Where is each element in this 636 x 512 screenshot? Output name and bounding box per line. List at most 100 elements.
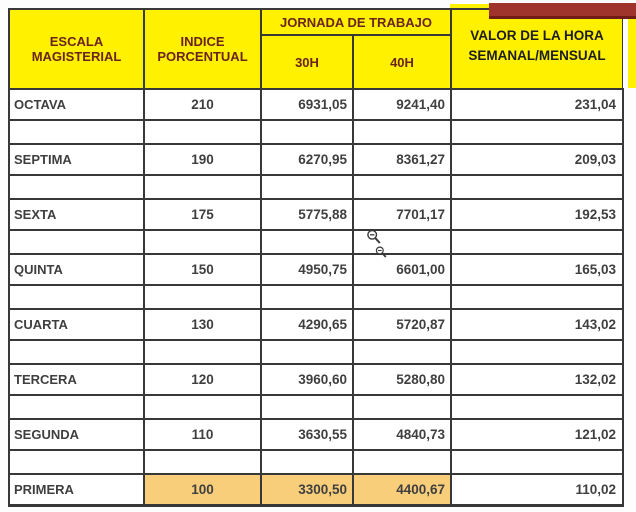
- cell-escala: SEGUNDA: [8, 418, 145, 451]
- cell-escala: CUARTA: [8, 308, 145, 341]
- empty-cell: [450, 119, 624, 145]
- cell-30h: 5775,88: [260, 198, 354, 231]
- zoom-out-cursor-icon: [375, 246, 387, 258]
- empty-cell: [260, 119, 354, 145]
- empty-cell: [450, 174, 624, 200]
- empty-cell: [352, 339, 452, 365]
- empty-cell: [8, 119, 145, 145]
- empty-cell: [143, 284, 262, 310]
- empty-cell: [8, 339, 145, 365]
- cell-valor: 132,02: [450, 363, 624, 396]
- empty-cell: [352, 394, 452, 420]
- empty-cell: [352, 449, 452, 475]
- empty-cell: [352, 284, 452, 310]
- spacer-row: [8, 339, 624, 365]
- header-valor-line2: SEMANAL/MENSUAL: [468, 48, 606, 64]
- cell-indice-highlighted: 100: [143, 473, 262, 506]
- cell-30h: 3630,55: [260, 418, 354, 451]
- cell-valor: 143,02: [450, 308, 624, 341]
- header-40h: 40H: [352, 34, 452, 90]
- cell-indice: 175: [143, 198, 262, 231]
- cell-escala: OCTAVA: [8, 88, 145, 121]
- header-indice-porcentual: INDICE PORCENTUAL: [143, 8, 262, 90]
- header-30h: 30H: [260, 34, 354, 90]
- empty-cell: [143, 174, 262, 200]
- cell-valor: 110,02: [450, 473, 624, 506]
- spacer-row: [8, 284, 624, 310]
- cell-indice: 190: [143, 143, 262, 176]
- empty-cell: [352, 119, 452, 145]
- cell-40h: 9241,40: [352, 88, 452, 121]
- empty-cell: [260, 174, 354, 200]
- cell-40h-highlighted: 4400,67: [352, 473, 452, 506]
- cell-30h: 4950,75: [260, 253, 354, 286]
- spacer-row: [8, 229, 624, 255]
- empty-cell: [450, 229, 624, 255]
- table-row-cuarta: CUARTA 130 4290,65 5720,87 143,02: [8, 308, 624, 341]
- empty-cell: [143, 449, 262, 475]
- header-escala-magisterial: ESCALA MAGISTERIAL: [8, 8, 145, 90]
- cell-40h: 6601,00: [352, 253, 452, 286]
- header-indice-line2: PORCENTUAL: [157, 49, 248, 64]
- header-row-1: ESCALA MAGISTERIAL INDICE PORCENTUAL JOR…: [8, 8, 624, 90]
- empty-cell: [8, 229, 145, 255]
- spacer-row: [8, 119, 624, 145]
- empty-cell: [143, 394, 262, 420]
- cell-valor: 231,04: [450, 88, 624, 121]
- salary-scale-table: ESCALA MAGISTERIAL INDICE PORCENTUAL JOR…: [8, 8, 624, 507]
- spacer-row: [8, 449, 624, 475]
- empty-cell: [8, 394, 145, 420]
- header-indice-line1: INDICE: [180, 34, 225, 49]
- table-row-tercera: TERCERA 120 3960,60 5280,80 132,02: [8, 363, 624, 396]
- empty-cell: [143, 229, 262, 255]
- cell-valor: 165,03: [450, 253, 624, 286]
- empty-cell: [450, 284, 624, 310]
- cell-30h: 4290,65: [260, 308, 354, 341]
- empty-cell: [8, 284, 145, 310]
- header-escala-line2: MAGISTERIAL: [31, 49, 122, 64]
- cell-30h: 3960,60: [260, 363, 354, 396]
- cell-indice: 210: [143, 88, 262, 121]
- empty-cell: [450, 394, 624, 420]
- empty-cell: [260, 394, 354, 420]
- cell-indice: 130: [143, 308, 262, 341]
- table-row-octava: OCTAVA 210 6931,05 9241,40 231,04: [8, 88, 624, 121]
- cell-valor: 192,53: [450, 198, 624, 231]
- cell-escala: QUINTA: [8, 253, 145, 286]
- spacer-row: [8, 394, 624, 420]
- table-row-septima: SEPTIMA 190 6270,95 8361,27 209,03: [8, 143, 624, 176]
- empty-cell: [260, 229, 354, 255]
- table-row-segunda: SEGUNDA 110 3630,55 4840,73 121,02: [8, 418, 624, 451]
- zoom-out-cursor-icon: [367, 229, 381, 244]
- cell-escala: TERCERA: [8, 363, 145, 396]
- cell-40h: 5280,80: [352, 363, 452, 396]
- right-column-gap: [623, 19, 628, 88]
- cell-valor: 209,03: [450, 143, 624, 176]
- cell-40h: 7701,17: [352, 198, 452, 231]
- cell-indice: 110: [143, 418, 262, 451]
- cell-valor: 121,02: [450, 418, 624, 451]
- table-row-primera: PRIMERA 100 3300,50 4400,67 110,02: [8, 473, 624, 506]
- empty-cell: [260, 284, 354, 310]
- header-escala-line1: ESCALA: [49, 34, 104, 49]
- cell-indice: 120: [143, 363, 262, 396]
- cell-escala: PRIMERA: [8, 473, 145, 506]
- table-row-sexta: SEXTA 175 5775,88 7701,17 192,53: [8, 198, 624, 231]
- spacer-row: [8, 174, 624, 200]
- cell-40h: 5720,87: [352, 308, 452, 341]
- empty-cell: [260, 339, 354, 365]
- header-valor-line1: VALOR DE LA HORA: [470, 28, 604, 43]
- cell-30h: 6270,95: [260, 143, 354, 176]
- cell-escala: SEPTIMA: [8, 143, 145, 176]
- red-banner: [489, 3, 636, 19]
- cell-40h: 4840,73: [352, 418, 452, 451]
- header-valor-hora: VALOR DE LA HORA SEMANAL/MENSUAL: [450, 8, 624, 90]
- header-row-2: 30H 40H: [9, 34, 623, 90]
- cell-30h-highlighted: 3300,50: [260, 473, 354, 506]
- empty-cell: [143, 119, 262, 145]
- empty-cell: [8, 449, 145, 475]
- cell-escala: SEXTA: [8, 198, 145, 231]
- cell-40h: 8361,27: [352, 143, 452, 176]
- table-row-quinta: QUINTA 150 4950,75 6601,00 165,03: [8, 253, 624, 286]
